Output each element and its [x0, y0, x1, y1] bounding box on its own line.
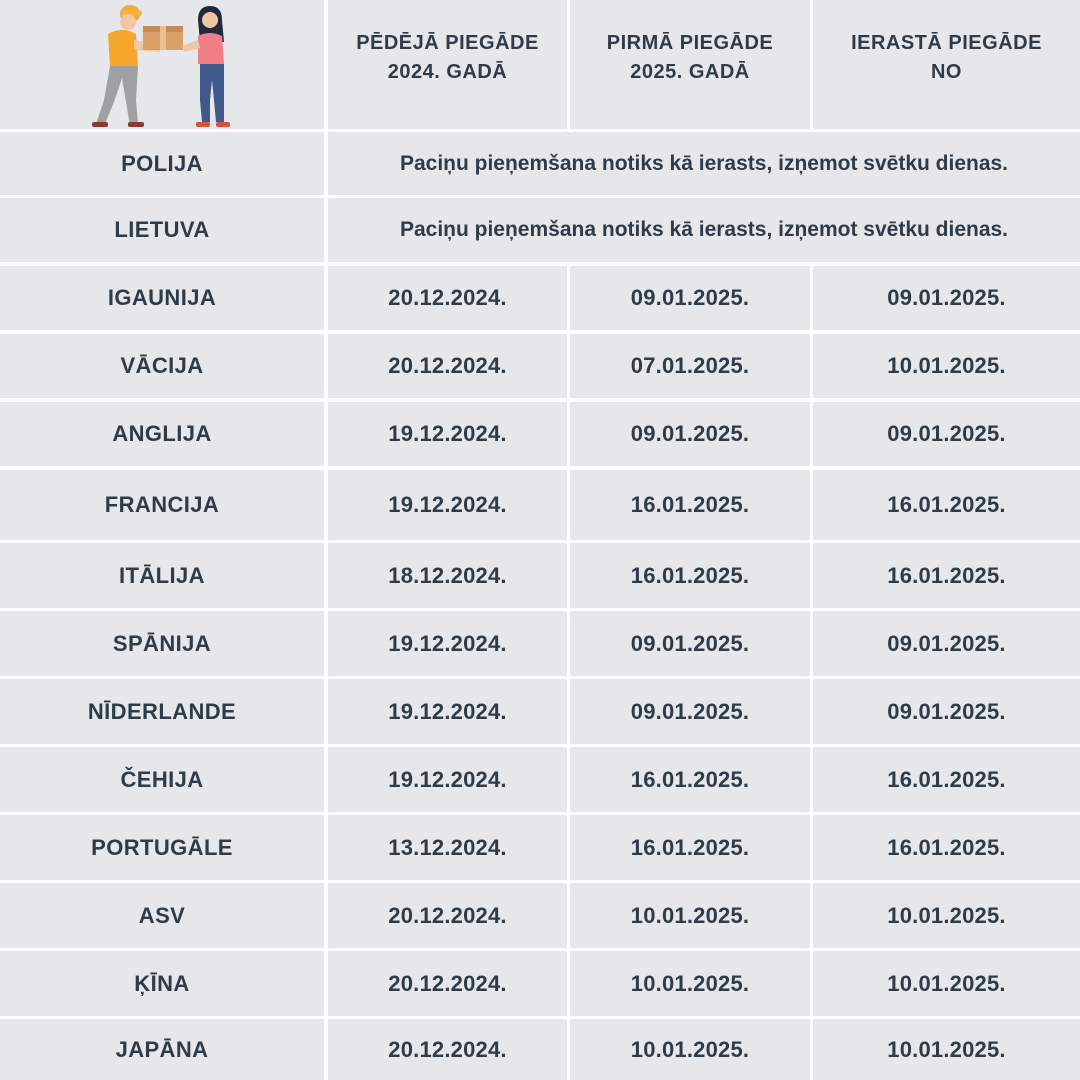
country-cell: POLIJA: [0, 132, 324, 195]
last-delivery-cell: 19.12.2024.: [328, 470, 567, 540]
header-first-delivery-2025: PIRMĀ PIEGĀDE 2025. GADĀ: [570, 0, 810, 129]
last-delivery-cell: 20.12.2024.: [328, 334, 567, 398]
first-delivery-cell: 10.01.2025.: [570, 883, 810, 948]
last-delivery-cell: 19.12.2024.: [328, 402, 567, 466]
last-delivery-cell: 20.12.2024.: [328, 951, 567, 1016]
last-delivery-cell: 19.12.2024.: [328, 679, 567, 744]
last-delivery-cell: 20.12.2024.: [328, 266, 567, 330]
header-col2-line2: 2025. GADĀ: [630, 60, 750, 83]
first-delivery-cell: 16.01.2025.: [570, 747, 810, 812]
usual-delivery-cell: 16.01.2025.: [813, 815, 1080, 880]
last-delivery-cell: 19.12.2024.: [328, 747, 567, 812]
usual-delivery-cell: 09.01.2025.: [813, 679, 1080, 744]
first-delivery-cell: 07.01.2025.: [570, 334, 810, 398]
last-delivery-cell: 20.12.2024.: [328, 1019, 567, 1080]
header-last-delivery-2024: PĒDĒJĀ PIEGĀDE 2024. GADĀ: [328, 0, 567, 129]
country-cell: ANGLIJA: [0, 402, 324, 466]
usual-delivery-cell: 16.01.2025.: [813, 747, 1080, 812]
last-delivery-cell: 18.12.2024.: [328, 543, 567, 608]
note-cell: Paciņu pieņemšana notiks kā ierasts, izņ…: [328, 198, 1080, 262]
usual-delivery-cell: 10.01.2025.: [813, 951, 1080, 1016]
usual-delivery-cell: 09.01.2025.: [813, 402, 1080, 466]
header-col3-line2: NO: [930, 60, 962, 83]
last-delivery-cell: 13.12.2024.: [328, 815, 567, 880]
courier-handover-icon: [92, 5, 230, 127]
first-delivery-cell: 16.01.2025.: [570, 543, 810, 608]
country-cell: ITĀLIJA: [0, 543, 324, 608]
note-cell: Paciņu pieņemšana notiks kā ierasts, izņ…: [328, 132, 1080, 195]
usual-delivery-cell: 10.01.2025.: [813, 883, 1080, 948]
country-cell: ASV: [0, 883, 324, 948]
first-delivery-cell: 10.01.2025.: [570, 951, 810, 1016]
first-delivery-cell: 16.01.2025.: [570, 815, 810, 880]
first-delivery-cell: 16.01.2025.: [570, 470, 810, 540]
first-delivery-cell: 09.01.2025.: [570, 611, 810, 676]
header-col2-line1: PIRMĀ PIEGĀDE: [606, 31, 774, 54]
usual-delivery-cell: 16.01.2025.: [813, 543, 1080, 608]
country-cell: LIETUVA: [0, 198, 324, 262]
usual-delivery-cell: 09.01.2025.: [813, 611, 1080, 676]
first-delivery-cell: 10.01.2025.: [570, 1019, 810, 1080]
country-cell: ČEHIJA: [0, 747, 324, 812]
last-delivery-cell: 20.12.2024.: [328, 883, 567, 948]
country-cell: PORTUGĀLE: [0, 815, 324, 880]
country-cell: NĪDERLANDE: [0, 679, 324, 744]
country-cell: VĀCIJA: [0, 334, 324, 398]
country-cell: FRANCIJA: [0, 470, 324, 540]
usual-delivery-cell: 10.01.2025.: [813, 1019, 1080, 1080]
delivery-illustration: [0, 0, 324, 129]
last-delivery-cell: 19.12.2024.: [328, 611, 567, 676]
first-delivery-cell: 09.01.2025.: [570, 266, 810, 330]
usual-delivery-cell: 10.01.2025.: [813, 334, 1080, 398]
usual-delivery-cell: 16.01.2025.: [813, 470, 1080, 540]
header-col1-line2: 2024. GADĀ: [387, 60, 508, 83]
first-delivery-cell: 09.01.2025.: [570, 679, 810, 744]
first-delivery-cell: 09.01.2025.: [570, 402, 810, 466]
country-cell: JAPĀNA: [0, 1019, 324, 1080]
header-col3-line1: IERASTĀ PIEGĀDE: [851, 31, 1042, 54]
header-col1-line1: PĒDĒJĀ PIEGĀDE: [356, 31, 539, 54]
country-cell: IGAUNIJA: [0, 266, 324, 330]
country-cell: SPĀNIJA: [0, 611, 324, 676]
country-cell: ĶĪNA: [0, 951, 324, 1016]
usual-delivery-cell: 09.01.2025.: [813, 266, 1080, 330]
header-usual-delivery-from: IERASTĀ PIEGĀDE NO: [813, 0, 1080, 129]
